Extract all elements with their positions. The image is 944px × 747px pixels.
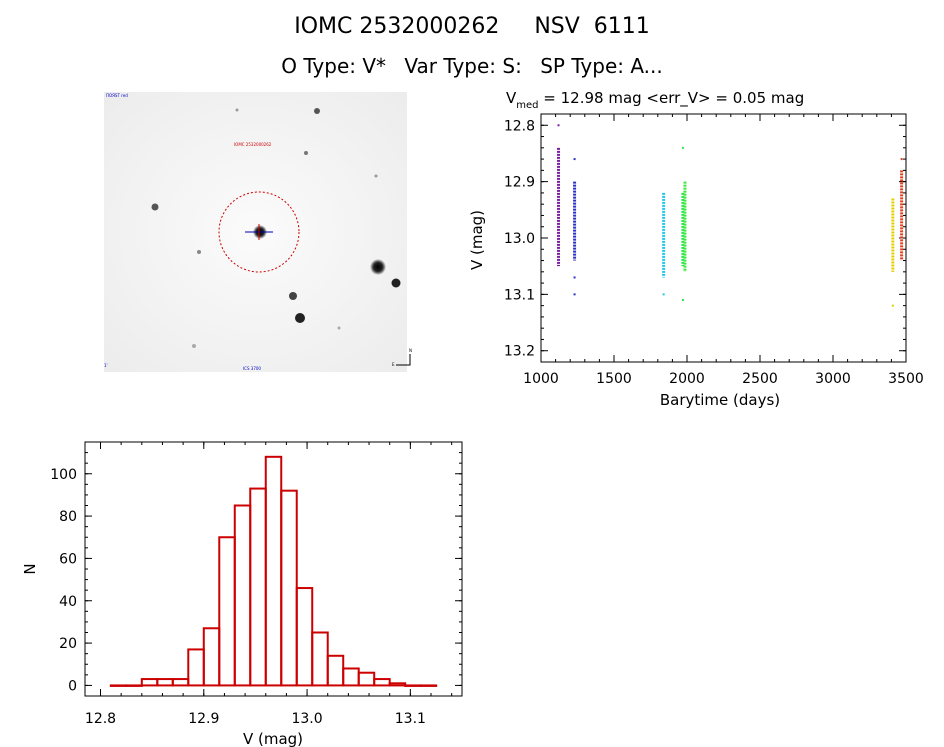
x-tick-label: 2000 — [669, 371, 705, 387]
x-tick-label: 13.1 — [395, 711, 426, 727]
histogram-bar — [388, 682, 407, 687]
field-star — [151, 203, 159, 211]
histogram-bar — [295, 587, 314, 687]
finder-image: ПOЯSТ red IOMC 2532000262 ICS 3700 1' E … — [104, 92, 412, 372]
histogram-bar — [156, 678, 174, 687]
histogram-bar — [187, 648, 205, 687]
histogram-bar — [326, 654, 345, 687]
data-point — [681, 146, 684, 149]
light-curve-ylabel: V (mag) — [468, 210, 486, 270]
compass-east: E — [392, 362, 395, 367]
image-survey-label: ПOЯSТ red — [106, 93, 128, 98]
x-tick-label: 12.9 — [188, 711, 219, 727]
object-type: O Type: V* — [281, 54, 387, 78]
bright-field-star — [370, 259, 386, 275]
y-tick-label: 20 — [59, 636, 77, 652]
data-point — [573, 276, 576, 279]
histogram-bar — [342, 667, 360, 687]
y-tick-label: 0 — [68, 678, 77, 694]
histogram-chart: 12.8 12.9 13.0 13.1 0 20 40 60 80 100 V (mag) N — [21, 441, 463, 747]
histogram-bar — [311, 631, 329, 687]
image-scale-mark: 1' — [104, 363, 108, 368]
y-tick-label: 40 — [59, 594, 77, 610]
y-tick-label: 12.8 — [504, 118, 535, 134]
histogram-bar — [218, 536, 236, 687]
histogram-bar — [140, 678, 159, 687]
histogram-bar — [357, 671, 376, 687]
data-point — [681, 299, 684, 301]
y-tick-label: 13.0 — [504, 231, 535, 247]
var-type: Var Type: S: — [404, 54, 522, 78]
x-tick-label: 2500 — [742, 371, 778, 387]
histogram-bar — [264, 455, 283, 687]
field-star — [192, 344, 196, 348]
histogram-bar — [249, 487, 267, 687]
y-tick-label: 13.1 — [504, 287, 535, 303]
histogram-bar — [404, 684, 422, 687]
histogram-bar — [171, 678, 190, 687]
x-tick-label: 1500 — [596, 371, 632, 387]
y-tick-label: 100 — [50, 467, 77, 483]
field-star — [337, 326, 341, 330]
histogram-bar — [202, 627, 221, 687]
field-star — [391, 278, 401, 288]
y-tick-label: 13.2 — [504, 344, 535, 360]
star-name: NSV 6111 — [534, 14, 650, 39]
target-circle — [218, 191, 300, 273]
y-tick-label: 60 — [59, 551, 77, 567]
x-tick-label: 3500 — [888, 371, 924, 387]
histogram-bar — [419, 684, 438, 687]
histogram-xlabel: V (mag) — [243, 730, 303, 747]
light-curve-title: Vmed = 12.98 mag <err_V> = 0.05 mag — [506, 89, 804, 111]
histogram-bar — [109, 684, 128, 687]
chart-title-line-1: IOMC 2532000262 NSV 6111 — [0, 14, 944, 39]
image-target-label: IOMC 2532000262 — [234, 142, 272, 147]
field-star — [197, 250, 201, 254]
data-point — [891, 304, 894, 307]
histogram-frame — [84, 441, 463, 697]
field-star — [304, 151, 308, 155]
light-curve-xlabel: Barytime (days) — [660, 391, 780, 409]
x-tick-label: 3000 — [815, 371, 851, 387]
catalog-id: IOMC 2532000262 — [294, 14, 500, 39]
compass-arrows — [396, 354, 411, 366]
histogram-bar — [280, 489, 298, 687]
sp-type: SP Type: A... — [540, 54, 663, 78]
field-star — [374, 174, 378, 178]
field-star — [314, 108, 320, 114]
histogram-bar — [233, 504, 252, 687]
data-point — [573, 158, 576, 161]
x-tick-label: 1000 — [523, 371, 559, 387]
chart-title-line-2: O Type: V* Var Type: S: SP Type: A... — [0, 54, 944, 78]
image-bottom-label: ICS 3700 — [243, 366, 261, 371]
field-star — [235, 108, 239, 112]
light-curve-frame — [540, 113, 907, 363]
histogram-bar — [373, 678, 391, 687]
compass-north: N — [409, 348, 412, 353]
field-star — [289, 292, 297, 300]
data-point — [662, 293, 665, 296]
y-tick-label: 12.9 — [504, 175, 535, 191]
x-tick-label: 13.0 — [291, 711, 322, 727]
light-curve-chart: Vmed = 12.98 mag <err_V> = 0.05 mag 1000… — [468, 89, 924, 409]
data-point — [557, 124, 560, 127]
data-point — [900, 158, 903, 161]
data-point — [573, 293, 576, 296]
field-star — [295, 313, 305, 323]
x-tick-label: 12.8 — [85, 711, 116, 727]
histogram-ylabel: N — [21, 563, 39, 574]
histogram-bar — [125, 684, 143, 687]
y-tick-label: 80 — [59, 509, 77, 525]
